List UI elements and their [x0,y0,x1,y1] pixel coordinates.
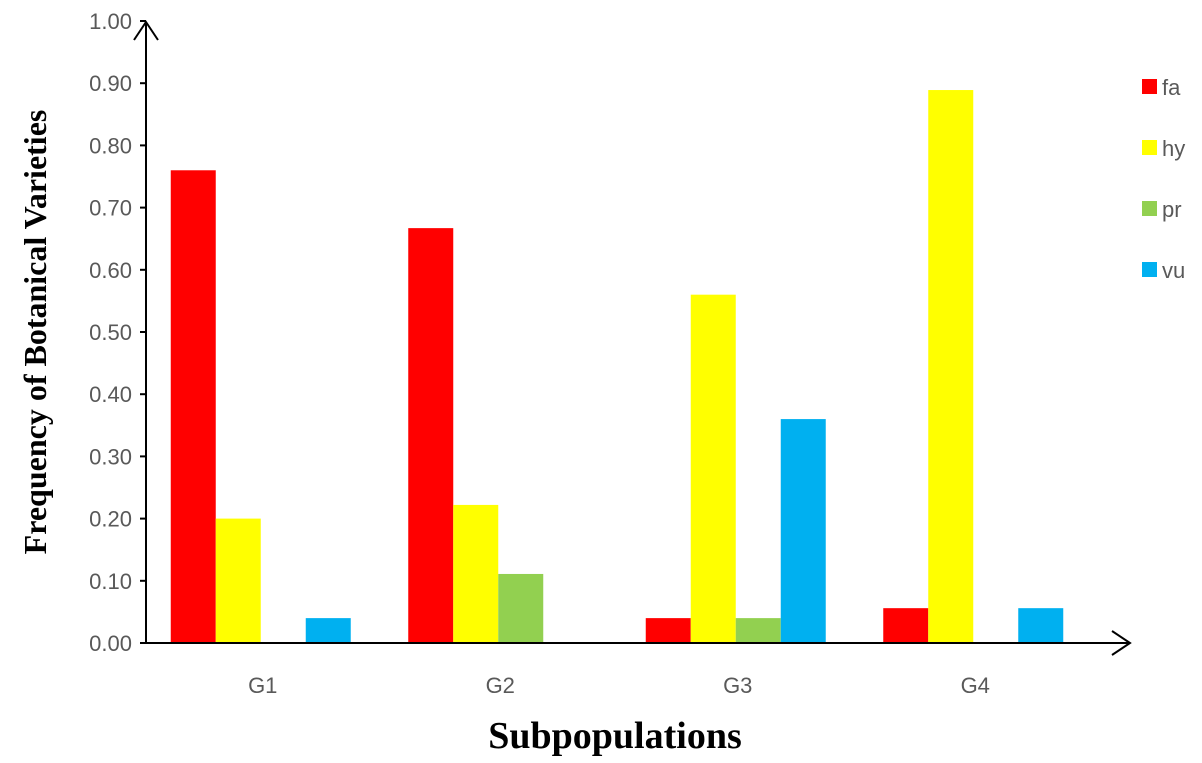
x-tick-label: G2 [486,673,515,698]
y-tick-label: 0.20 [89,507,132,532]
bar-vu-g3 [780,419,826,643]
y-tick-label: 1.00 [89,9,132,34]
legend-swatch [1142,201,1157,216]
bar-fa-g2 [408,228,454,643]
bar-hy-g2 [453,504,499,643]
y-axis-title: Frequency of Botanical Varieties [17,110,53,555]
bar-pr-g3 [735,618,781,643]
x-axis-arrow-icon [1111,630,1132,656]
y-axis-arrow-icon [133,20,159,41]
bar-hy-g3 [690,294,736,643]
y-tick-label: 0.80 [89,133,132,158]
bar-fa-g3 [645,618,691,643]
x-axis-categories: G1 G2 G3 G4 [248,673,990,698]
bar-hy-g4 [928,90,974,644]
legend-label: pr [1162,197,1182,222]
bar-fa-g4 [883,608,929,643]
y-tick-label: 0.00 [89,631,132,656]
y-tick-label: 0.60 [89,258,132,283]
bar-fa-g1 [170,170,216,643]
bar-vu-g4 [1018,608,1064,643]
legend-swatch [1142,79,1157,94]
y-tick-label: 0.50 [89,320,132,345]
bars [170,90,1064,644]
x-tick-label: G1 [248,673,277,698]
y-tick-label: 0.90 [89,71,132,96]
y-tick-label: 0.10 [89,569,132,594]
x-tick-label: G4 [961,673,990,698]
axes [133,20,1132,656]
y-tick-label: 0.30 [89,444,132,469]
legend-label: fa [1162,75,1181,100]
legend-swatch [1142,262,1157,277]
y-tick-label: 0.70 [89,196,132,221]
x-axis-title: Subpopulations [488,715,742,757]
legend-label: hy [1162,136,1185,161]
x-tick-label: G3 [723,673,752,698]
bar-vu-g1 [305,618,351,643]
legend: fa hy pr vu [1142,75,1185,283]
y-axis-ticks: 0.00 0.10 0.20 0.30 0.40 0.50 0.60 0.70 0.80 0.90… [89,9,146,656]
bar-pr-g2 [498,573,544,643]
bar-hy-g1 [215,518,261,643]
legend-label: vu [1162,258,1185,283]
y-tick-label: 0.40 [89,382,132,407]
legend-swatch [1142,140,1157,155]
